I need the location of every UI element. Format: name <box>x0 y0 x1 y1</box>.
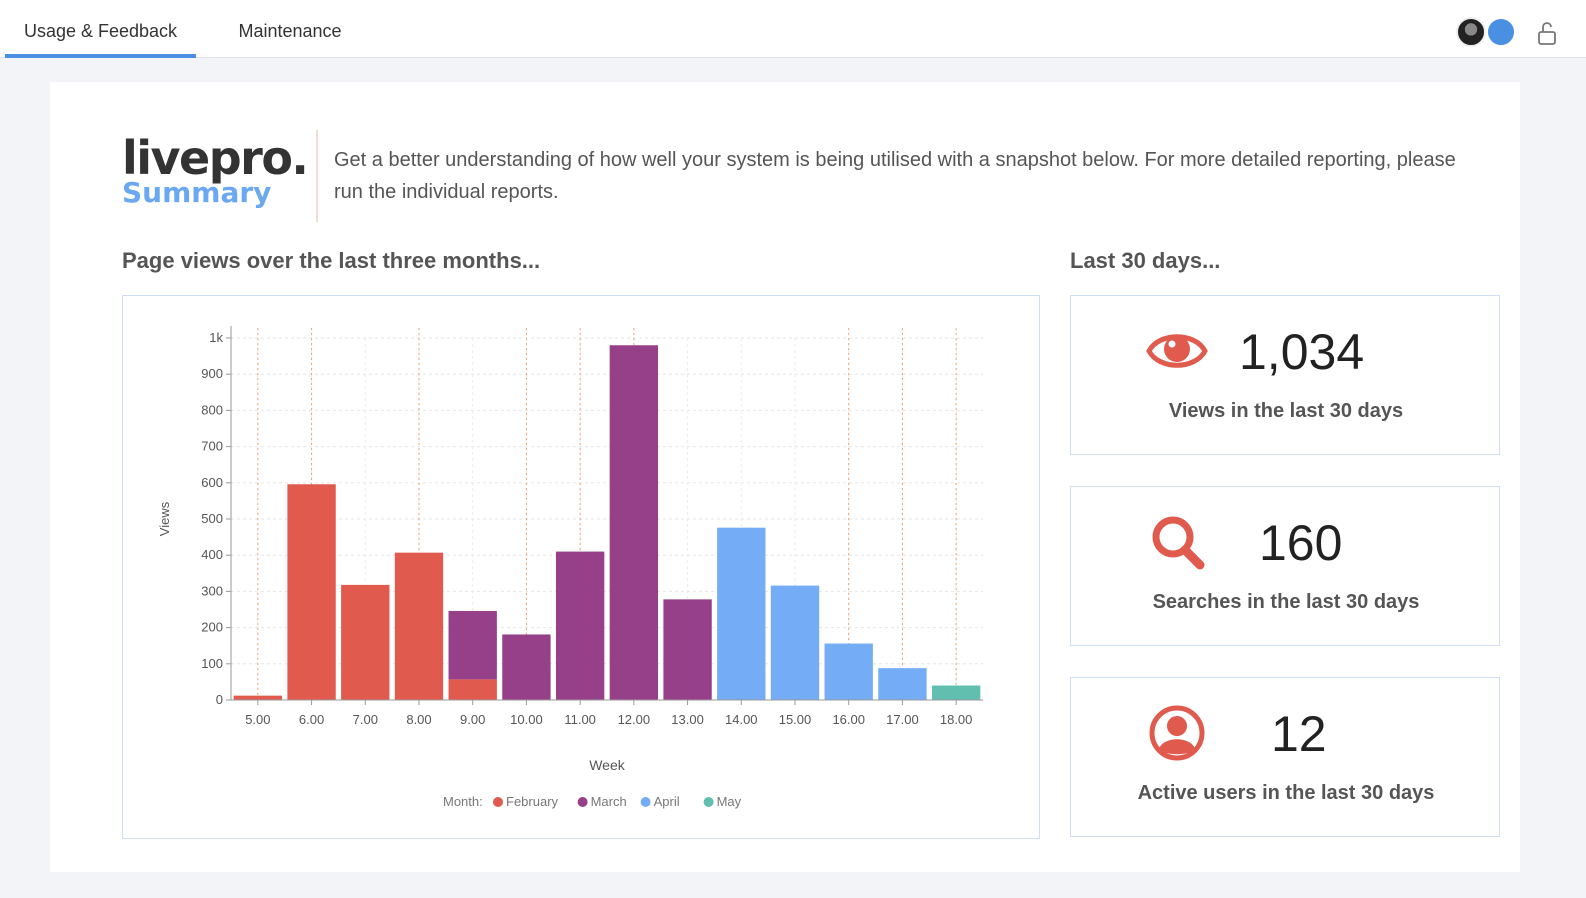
avatar[interactable] <box>1456 17 1486 47</box>
y-axis-label: Views <box>157 501 172 536</box>
legend-entry-march: March <box>591 794 627 809</box>
y-tick-label: 300 <box>201 583 223 598</box>
stat-active-users: 12 Active users in the last 30 days <box>1070 677 1500 837</box>
stats-section-title: Last 30 days... <box>1070 248 1221 273</box>
legend-swatch-february <box>493 797 503 807</box>
bar-april <box>717 527 766 700</box>
intro-text: Get a better understanding of how well y… <box>334 149 1456 203</box>
logo: livepro. Summary <box>122 130 309 209</box>
x-axis-label: Week <box>589 757 626 773</box>
searches-label: Searches in the last 30 days <box>1152 591 1420 613</box>
stat-searches: 160 Searches in the last 30 days <box>1070 486 1500 646</box>
views-label: Views in the last 30 days <box>1168 400 1404 422</box>
x-tick-label: 14.00 <box>725 712 758 727</box>
search-icon <box>1152 516 1205 570</box>
y-tick-label: 500 <box>201 511 223 526</box>
y-tick-label: 200 <box>201 620 223 635</box>
chart-section-title: Page views over the last three months... <box>122 248 541 273</box>
x-tick-label: 11.00 <box>564 712 596 727</box>
logo-subtitle: Summary <box>122 176 272 209</box>
x-tick-label: 10.00 <box>510 712 543 727</box>
top-bar: Usage & Feedback Maintenance <box>0 0 1586 58</box>
x-tick-label: 12.00 <box>618 712 651 727</box>
y-tick-label: 800 <box>201 402 223 417</box>
tab-maintenance[interactable]: Maintenance <box>238 21 342 41</box>
legend-title: Month: <box>443 794 483 809</box>
bar-february <box>341 584 390 700</box>
bar-april <box>824 643 873 700</box>
bar-april <box>878 668 927 700</box>
summary-card: livepro. Summary Get a better understand… <box>50 82 1520 872</box>
x-tick-label: 7.00 <box>353 712 378 727</box>
bar-march <box>502 634 551 700</box>
page-views-chart-svg: 0 100 200 300 400 500 600 700 800 900 1k 5.00 6.00 7.… <box>157 326 983 809</box>
avatar[interactable] <box>1486 17 1516 47</box>
lock-icon[interactable] <box>1534 20 1560 46</box>
bar-march <box>609 345 659 700</box>
bar-april <box>770 585 820 700</box>
bar-march <box>663 599 712 700</box>
bar-february <box>448 679 497 700</box>
y-tick-label: 1k <box>209 330 223 345</box>
bar-february <box>394 552 444 700</box>
x-tick-label: 9.00 <box>460 712 485 727</box>
y-tick-label: 700 <box>201 439 223 454</box>
x-tick-label: 5.00 <box>245 712 270 727</box>
x-tick-label: 6.00 <box>299 712 324 727</box>
bar-march <box>555 551 605 700</box>
legend-entry-may: May <box>717 794 742 809</box>
user-icon <box>1149 705 1205 761</box>
views-value: 1,034 <box>1239 324 1365 380</box>
x-tick-label: 16.00 <box>832 712 865 727</box>
bar-march <box>448 610 497 680</box>
x-tick-label: 17.00 <box>886 712 919 727</box>
legend-swatch-april <box>640 797 651 807</box>
bar-may <box>931 685 981 700</box>
page-views-chart: 0 100 200 300 400 500 600 700 800 900 1k 5.00 6.00 7.… <box>122 295 1040 839</box>
logo-text: livepro. <box>122 131 309 185</box>
stat-views: 1,034 Views in the last 30 days <box>1070 295 1500 455</box>
legend-swatch-march <box>577 797 588 807</box>
users-value: 12 <box>1271 706 1327 762</box>
header-divider <box>316 130 318 222</box>
legend-swatch-may <box>703 797 714 807</box>
y-tick-label: 600 <box>201 475 223 490</box>
x-tick-label: 15.00 <box>779 712 812 727</box>
x-tick-label: 8.00 <box>406 712 431 727</box>
users-label: Active users in the last 30 days <box>1137 782 1435 804</box>
searches-value: 160 <box>1259 515 1343 571</box>
y-tick-label: 900 <box>201 366 223 381</box>
legend-entry-february: February <box>506 794 559 809</box>
y-tick-label: 100 <box>201 656 223 671</box>
bar-february <box>287 484 336 700</box>
y-tick-label: 0 <box>216 692 223 707</box>
bar-february <box>233 695 283 700</box>
legend-entry-april: April <box>654 794 680 809</box>
x-tick-label: 13.00 <box>671 712 704 727</box>
eye-icon <box>1146 334 1208 368</box>
tab-usage-feedback[interactable]: Usage & Feedback <box>5 0 196 58</box>
x-tick-label: 18.00 <box>940 712 973 727</box>
y-tick-label: 400 <box>201 547 223 562</box>
